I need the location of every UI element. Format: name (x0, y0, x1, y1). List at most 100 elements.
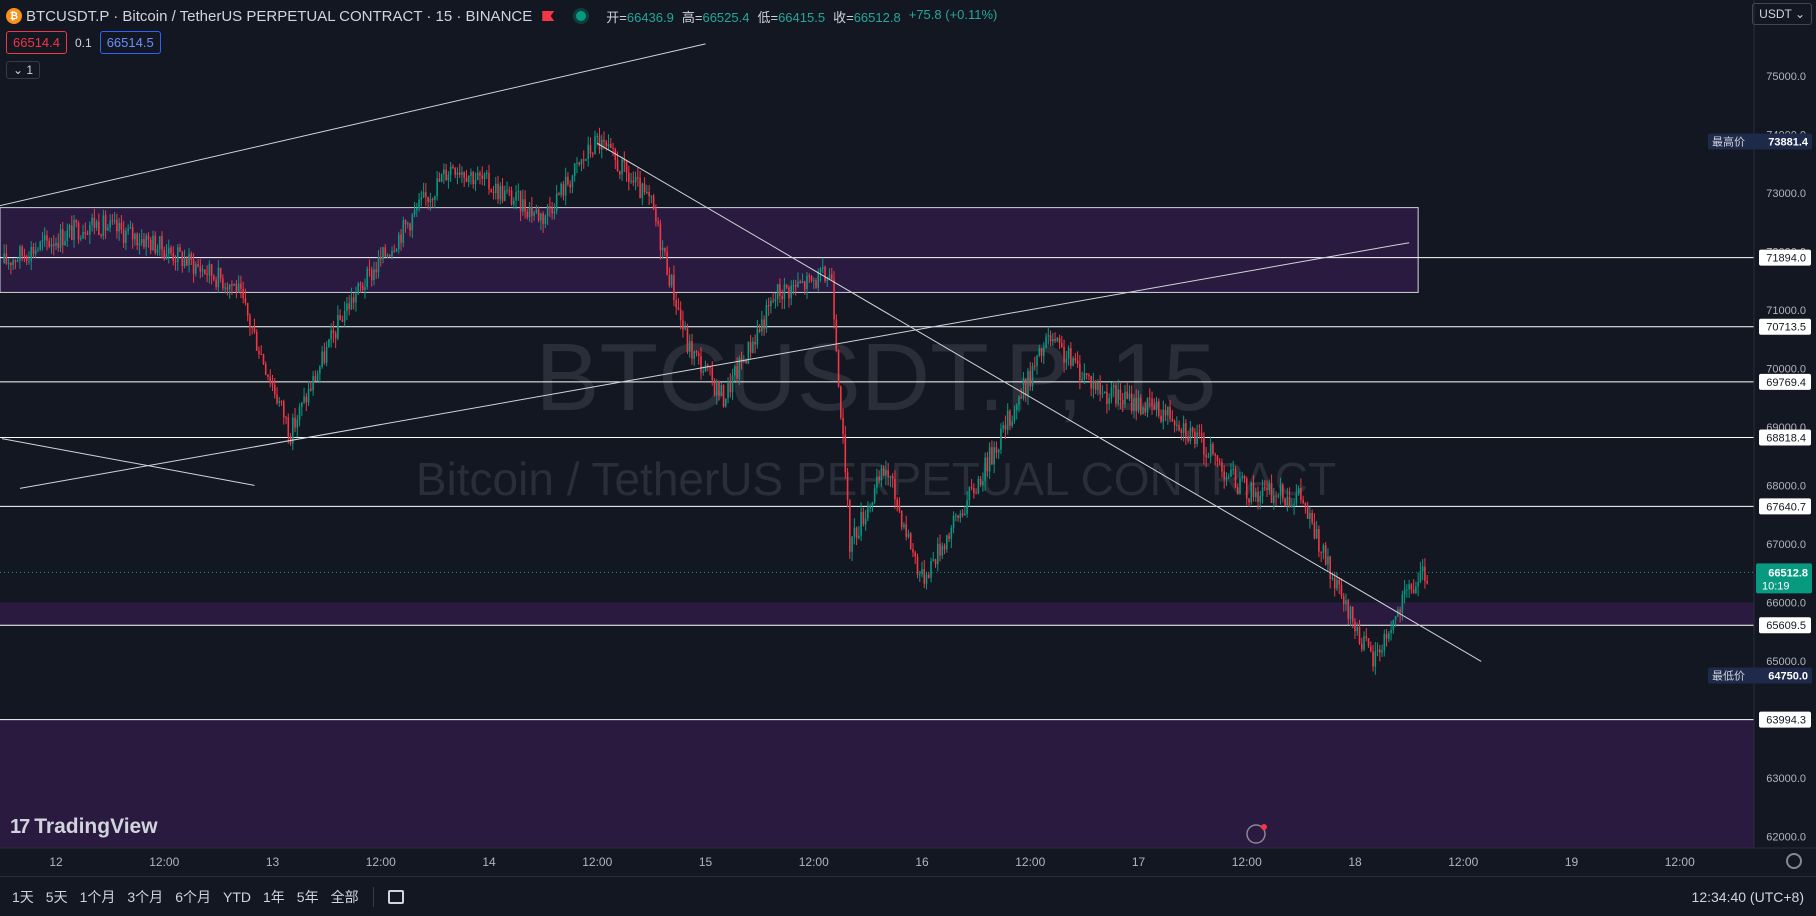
candle-body (1160, 415, 1162, 422)
candle-body (43, 235, 46, 240)
candle-body (517, 191, 520, 193)
candle-body (510, 190, 513, 205)
candle-body (625, 162, 628, 173)
candle-body (1421, 566, 1424, 572)
candle-body (648, 191, 650, 197)
candle-body (533, 212, 535, 216)
candle-body (296, 419, 299, 428)
candle-body (1056, 337, 1059, 341)
candle-body (973, 488, 975, 494)
chart-header: ₿ BTCUSDT.P · Bitcoin / TetherUS PERPETU… (6, 4, 997, 28)
candle-body (842, 417, 844, 435)
candle-body (576, 162, 578, 164)
candle-body (192, 259, 195, 274)
x-tick-label: 16 (915, 855, 929, 869)
candle-body (59, 229, 62, 248)
countdown-tag: 10:19 (1762, 580, 1790, 592)
range-5y[interactable]: 5年 (296, 888, 319, 905)
candle-body (594, 136, 596, 154)
close-key: 收 (833, 9, 847, 25)
calendar-icon[interactable] (387, 889, 404, 904)
x-tick-label: 12:00 (1665, 855, 1695, 869)
price-zone[interactable] (0, 602, 1754, 626)
candle-body (179, 247, 181, 252)
candle-body (188, 253, 190, 266)
candle-body (907, 533, 910, 537)
price-zone[interactable] (0, 207, 1419, 293)
lightning-icon[interactable] (1246, 824, 1266, 844)
candle-body (46, 235, 48, 241)
candle-body (1009, 410, 1011, 426)
range-6m[interactable]: 6个月 (175, 888, 211, 905)
candle-body (821, 267, 824, 269)
candle-body (382, 247, 384, 260)
candle-body (1216, 455, 1219, 462)
currency-select[interactable]: USDT ⌄ (1752, 3, 1812, 25)
candle-body (1022, 378, 1025, 399)
candle-body (1153, 405, 1156, 410)
candle-body (1388, 633, 1390, 639)
candle-body (107, 227, 109, 231)
candle-body (456, 172, 459, 175)
candle-body (346, 303, 348, 312)
range-ytd[interactable]: YTD (222, 888, 251, 905)
candle-body (1164, 409, 1167, 416)
candle-body (127, 228, 129, 231)
candle-body (927, 574, 930, 578)
candle-body (1376, 649, 1379, 652)
trend-line[interactable] (596, 142, 1482, 662)
sell-button[interactable]: 66514.4 (6, 31, 67, 54)
candle-body (1230, 469, 1232, 477)
x-tick-label: 12:00 (1232, 855, 1262, 869)
candle-body (1372, 651, 1374, 667)
candle-body (91, 217, 93, 225)
candle-body (334, 333, 337, 339)
candle-body (718, 381, 720, 396)
clock[interactable]: 12:34:40 (UTC+8) (1691, 888, 1804, 905)
range-5d[interactable]: 5天 (45, 888, 68, 905)
candle-body (226, 287, 229, 290)
range-1d[interactable]: 1天 (12, 888, 34, 905)
candle-body (666, 251, 668, 275)
candle-body (201, 269, 204, 272)
candle-body (172, 252, 175, 261)
range-1m[interactable]: 1个月 (79, 888, 116, 905)
trend-line[interactable] (1, 438, 255, 486)
candle-body (1058, 337, 1061, 344)
candle-body (1291, 504, 1293, 507)
candle-body (37, 249, 39, 251)
candle-body (483, 173, 486, 179)
candle-body (224, 287, 226, 289)
candle-body (1338, 579, 1341, 585)
candle-body (1424, 566, 1426, 582)
range-1y[interactable]: 1年 (262, 888, 285, 905)
candle-body (661, 247, 664, 251)
range-all[interactable]: 全部 (330, 888, 359, 905)
low-value: 66415.5 (778, 9, 826, 25)
candle-body (1126, 391, 1129, 399)
candle-body (1040, 348, 1043, 356)
candle-body (695, 350, 698, 354)
price-zone[interactable] (0, 719, 1754, 848)
gear-icon[interactable] (1786, 853, 1802, 869)
candle-body (1169, 406, 1171, 419)
candle-body (790, 285, 792, 299)
candle-body (591, 153, 594, 155)
candle-body (738, 358, 741, 379)
buy-button[interactable]: 66514.5 (99, 31, 161, 54)
trend-line[interactable] (19, 242, 1410, 489)
candle-body (1031, 365, 1034, 387)
indicator-toggle-button[interactable]: ⌄ 1 (6, 61, 41, 79)
candle-body (519, 191, 522, 212)
range-3m[interactable]: 3个月 (127, 888, 164, 905)
change-value: +75.8 (+0.11%) (908, 6, 998, 22)
candle-body (438, 178, 441, 182)
candle-body (93, 217, 96, 228)
flag-icon[interactable] (542, 11, 555, 21)
trend-line[interactable] (0, 43, 706, 218)
time-axis[interactable] (0, 848, 1816, 876)
high-key: 高 (681, 9, 695, 25)
symbol-title[interactable]: BTCUSDT.P · Bitcoin / TetherUS PERPETUAL… (26, 7, 533, 25)
low-key: 低 (757, 9, 771, 25)
